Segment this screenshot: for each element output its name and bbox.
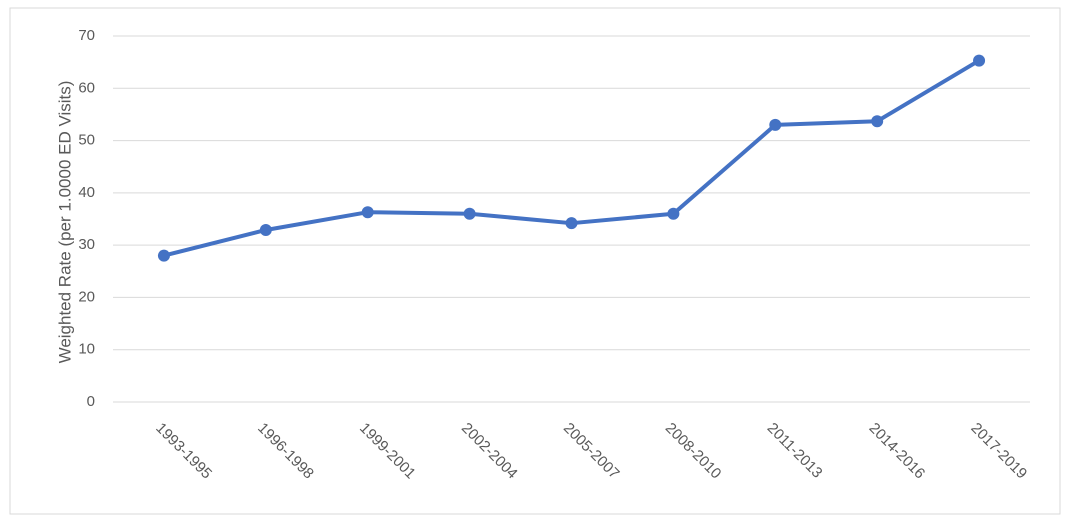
data-point (565, 217, 578, 230)
data-point (157, 249, 170, 262)
data-point (463, 207, 476, 220)
chart-border (9, 7, 1061, 515)
y-tick-label: 20 (78, 288, 95, 305)
y-tick-label: 10 (78, 341, 95, 358)
y-tick-label: 60 (78, 79, 95, 96)
data-point (769, 118, 782, 131)
data-point (667, 207, 680, 220)
y-tick-label: 70 (78, 27, 95, 44)
data-point (259, 223, 272, 236)
data-point (973, 54, 986, 67)
y-tick-label: 40 (78, 184, 95, 201)
y-tick-label: 30 (78, 236, 95, 253)
data-point (871, 115, 884, 128)
y-tick-label: 0 (87, 393, 95, 410)
y-tick-label: 50 (78, 132, 95, 149)
y-axis-label: Weighted Rate (per 1.0000 ED Visits) (55, 81, 74, 364)
data-point (361, 206, 374, 219)
